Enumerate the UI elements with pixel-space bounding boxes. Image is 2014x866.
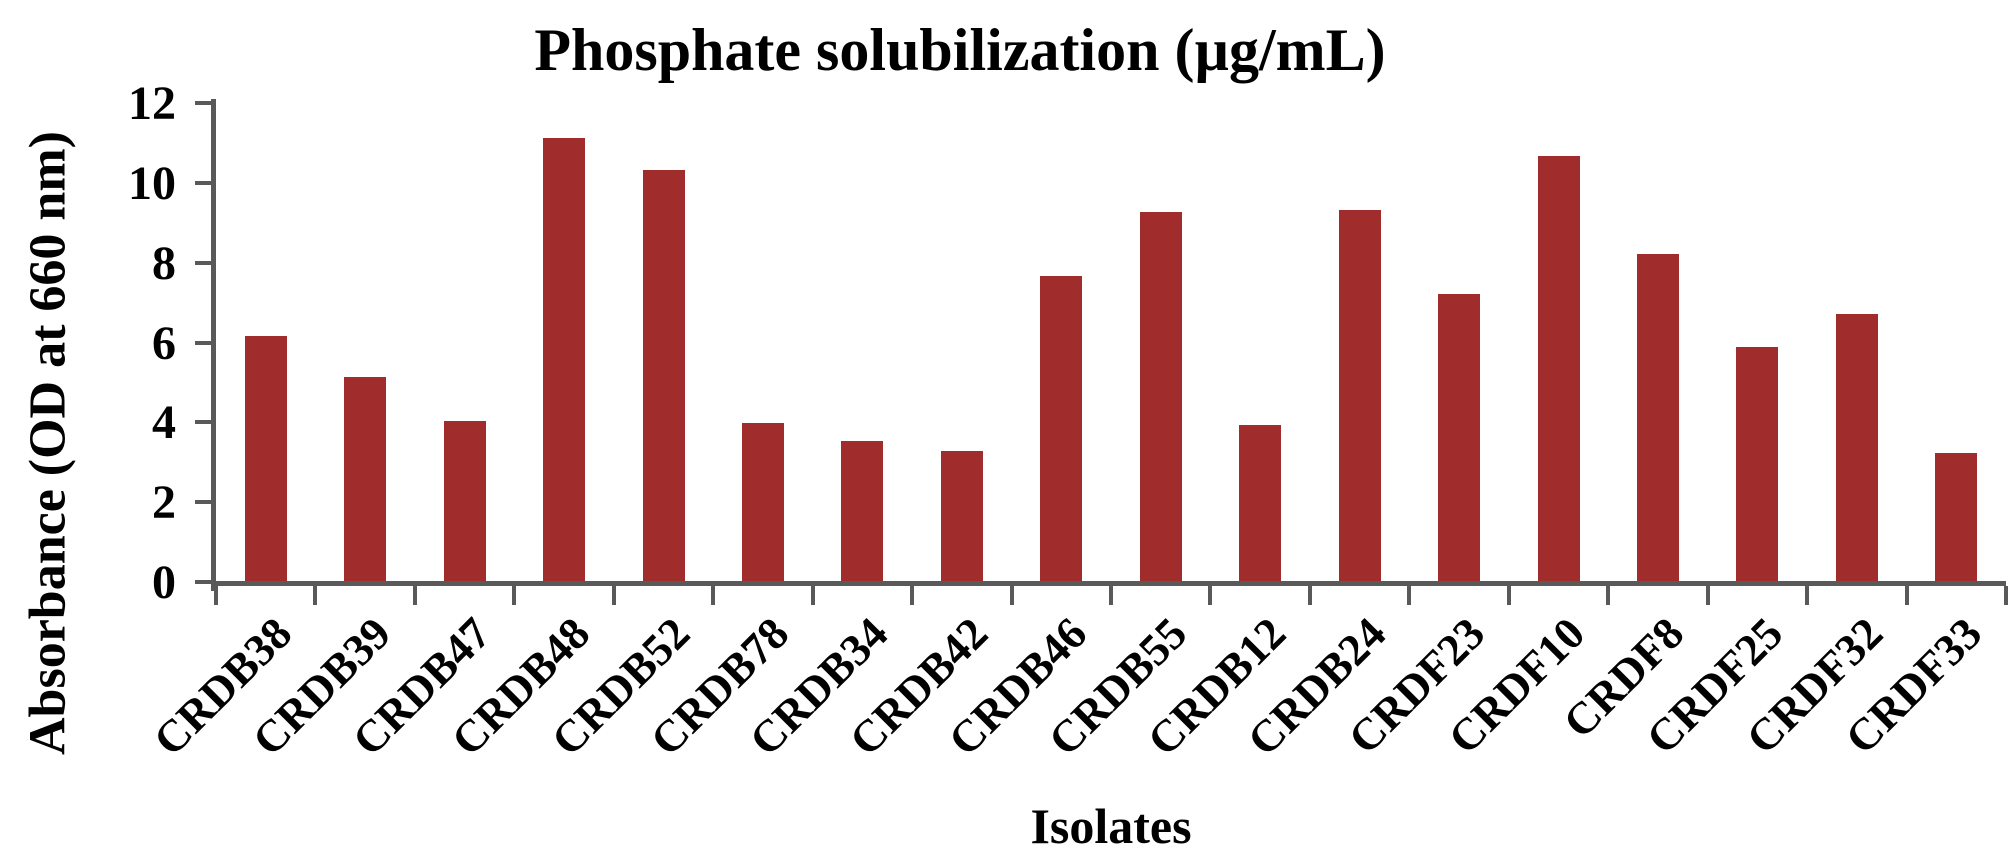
bar-CRDB34 [841,441,884,581]
bar-CRDF25 [1736,347,1779,581]
x-tick-mark [1307,586,1312,605]
bar-CRDB48 [543,137,586,581]
x-tick-mark [1805,586,1810,605]
y-axis-line [211,99,216,591]
x-tick-mark [810,586,815,605]
y-tick-mark [195,180,211,185]
x-tick-mark [711,586,716,605]
y-tick-label: 2 [152,476,176,530]
x-tick-mark [1009,586,1014,605]
y-tick-mark [195,500,211,505]
bar-CRDB52 [642,169,685,581]
x-tick-mark [1606,586,1611,605]
y-tick-mark [195,340,211,345]
x-axis-line [211,581,2006,586]
y-tick-mark [195,260,211,265]
y-tick-label: 4 [152,396,176,450]
chart-title: Phosphate solubilization (µg/mL) [534,17,1386,83]
y-tick-label: 0 [152,556,176,609]
x-tick-mark [611,586,616,605]
x-tick-mark [1506,586,1511,605]
y-tick-mark [195,101,211,105]
bar-CRDB38 [244,335,287,581]
x-tick-mark [1407,586,1412,605]
bar-CRDF10 [1537,155,1580,581]
bar-CRDB39 [344,377,387,581]
x-tick-mark [214,586,218,605]
y-tick-label: 6 [152,316,176,370]
y-tick-label: 10 [128,156,176,210]
x-tick-mark [1705,586,1710,605]
x-tick-mark [910,586,915,605]
bar-CRDF32 [1835,313,1878,581]
x-axis-title: Isolates [1030,798,1192,854]
bar-CRDB47 [443,421,486,581]
bar-CRDF33 [1935,453,1978,581]
bar-CRDB12 [1239,425,1282,581]
bar-CRDB24 [1338,209,1381,581]
y-tick-label: 8 [152,236,176,290]
x-tick-mark [512,586,517,605]
x-tick-mark [313,586,318,605]
y-tick-mark [195,420,211,425]
bar-CRDB46 [1040,275,1083,581]
y-tick-mark [195,580,211,584]
x-tick-mark [1904,586,1909,605]
y-tick-label: 12 [128,77,176,130]
bar-CRDF8 [1636,253,1679,581]
bar-CRDF23 [1438,293,1481,581]
bar-CRDB55 [1139,211,1182,581]
x-tick-mark [412,586,417,605]
bar-CRDB78 [741,423,784,581]
x-tick-mark [1208,586,1213,605]
bar-CRDB42 [940,451,983,581]
x-tick-mark [1109,586,1113,605]
x-tick-mark [2004,586,2008,605]
